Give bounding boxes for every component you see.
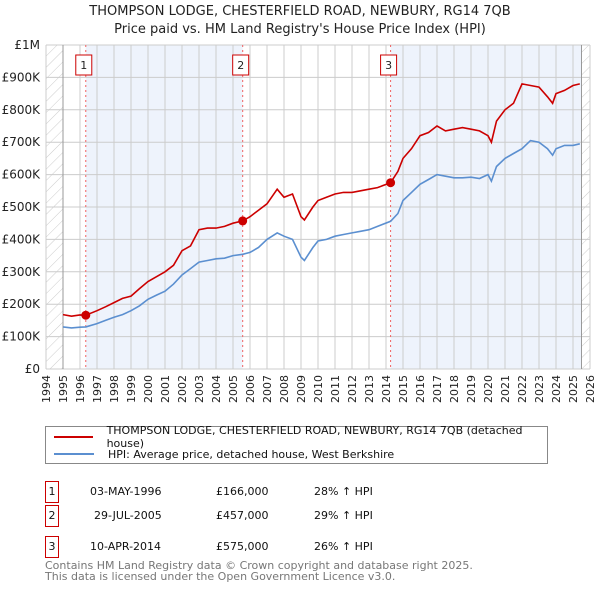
sale-point — [238, 216, 248, 226]
x-tick-label: 1997 — [91, 375, 104, 403]
x-tick-label: 2010 — [312, 375, 325, 403]
hpi-line — [62, 139, 580, 329]
x-tick-label: 2011 — [329, 375, 342, 403]
x-tick-label: 2006 — [244, 375, 257, 403]
sale-label-box — [380, 54, 398, 76]
property-price-line — [62, 82, 580, 318]
legend-label-property: THOMPSON LODGE, CHESTERFIELD ROAD, NEWBU… — [106, 424, 523, 450]
x-tick-label: 2020 — [482, 375, 495, 403]
y-tick-label: £100K — [2, 330, 42, 344]
transaction-hpi-change: 29% ↑ HPI — [314, 509, 373, 522]
y-tick-label: £300K — [2, 265, 42, 279]
legend: THOMPSON LODGE, CHESTERFIELD ROAD, NEWBU… — [45, 424, 548, 464]
x-tick-label: 2001 — [159, 375, 172, 403]
x-tick-label: 2012 — [346, 375, 359, 403]
x-tick-label: 2013 — [363, 375, 376, 403]
transaction-badge: 3 — [45, 536, 59, 558]
x-tick-label: 2022 — [516, 375, 529, 403]
legend-swatch-hpi — [54, 453, 94, 455]
x-tick-label: 2004 — [210, 375, 223, 403]
transaction-price: £457,000 — [216, 509, 269, 522]
x-tick-label: 2017 — [431, 375, 444, 403]
y-tick-label: £1M — [14, 38, 40, 52]
x-tick-label: 2018 — [448, 375, 461, 403]
y-tick-label: £200K — [2, 297, 42, 311]
transaction-price: £166,000 — [216, 485, 269, 498]
transaction-row: 3 10-APR-2014 £575,000 26% ↑ HPI — [45, 536, 445, 558]
legend-label-hpi: HPI: Average price, detached house, West… — [108, 447, 395, 461]
sale-label-box — [75, 54, 93, 76]
transaction-date: 10-APR-2014 — [90, 540, 162, 553]
transaction-row: 2 29-JUL-2005 £457,000 29% ↑ HPI — [45, 505, 445, 527]
legend-item-hpi: HPI: Average price, detached house, West… — [54, 446, 394, 462]
x-tick-label: 2019 — [465, 375, 478, 403]
transaction-hpi-change: 26% ↑ HPI — [314, 540, 373, 553]
x-tick-label: 2015 — [397, 375, 410, 403]
x-tick-label: 2000 — [142, 375, 155, 403]
x-tick-label: 2008 — [278, 375, 291, 403]
sale-point — [81, 310, 91, 320]
transaction-badge: 1 — [45, 481, 59, 503]
price-chart: 1 2 3 1994 1995 1996 1997 1998 1999 2000 2001 2002 2… — [2, 38, 597, 403]
x-tick-label: 1999 — [125, 375, 138, 403]
chart-title: THOMPSON LODGE, CHESTERFIELD ROAD, NEWBU… — [89, 4, 511, 19]
transaction-row: 1 03-MAY-1996 £166,000 28% ↑ HPI — [45, 481, 445, 503]
legend-item-property: THOMPSON LODGE, CHESTERFIELD ROAD, NEWBU… — [54, 424, 547, 450]
x-tick-label: 2021 — [499, 375, 512, 403]
footer-copyright: Contains HM Land Registry data © Crown c… — [45, 559, 473, 572]
transaction-hpi-change: 28% ↑ HPI — [314, 485, 373, 498]
footer-licence: This data is licensed under the Open Gov… — [45, 570, 396, 583]
x-tick-label: 1996 — [74, 375, 87, 403]
y-tick-label: £400K — [2, 232, 42, 246]
y-tick-label: £800K — [2, 103, 42, 117]
x-tick-label: 2007 — [261, 375, 274, 403]
transaction-date: 03-MAY-1996 — [90, 485, 162, 498]
x-tick-label: 2005 — [227, 375, 240, 403]
x-tick-label: 2003 — [193, 375, 206, 403]
x-tick-label: 2016 — [414, 375, 427, 403]
x-tick-label: 2014 — [380, 375, 393, 403]
legend-swatch-property — [54, 436, 93, 438]
sale-label: 3 — [385, 59, 392, 72]
x-tick-label: 2024 — [550, 375, 563, 403]
x-tick-label: 2009 — [295, 375, 308, 403]
y-tick-label: £500K — [2, 200, 42, 214]
transaction-date: 29-JUL-2005 — [94, 509, 162, 522]
x-tick-label: 1995 — [57, 375, 70, 403]
chart-subtitle: Price paid vs. HM Land Registry's House … — [114, 22, 486, 37]
sale-label: 1 — [80, 59, 87, 72]
sale-label-box — [232, 54, 250, 76]
x-tick-label: 1998 — [108, 375, 121, 403]
x-tick-label: 2002 — [176, 375, 189, 403]
y-tick-label: £700K — [2, 135, 42, 149]
x-tick-label: 2023 — [533, 375, 546, 403]
sale-point — [386, 178, 396, 188]
y-tick-label: £900K — [2, 70, 42, 84]
x-tick-label: 1994 — [40, 375, 53, 403]
y-tick-label: £600K — [2, 168, 42, 182]
y-tick-label: £0 — [25, 362, 40, 376]
x-tick-label: 2025 — [567, 375, 580, 403]
transaction-badge: 2 — [45, 505, 59, 527]
sale-label: 2 — [237, 59, 244, 72]
x-tick-label: 2026 — [584, 375, 597, 403]
transaction-price: £575,000 — [216, 540, 269, 553]
